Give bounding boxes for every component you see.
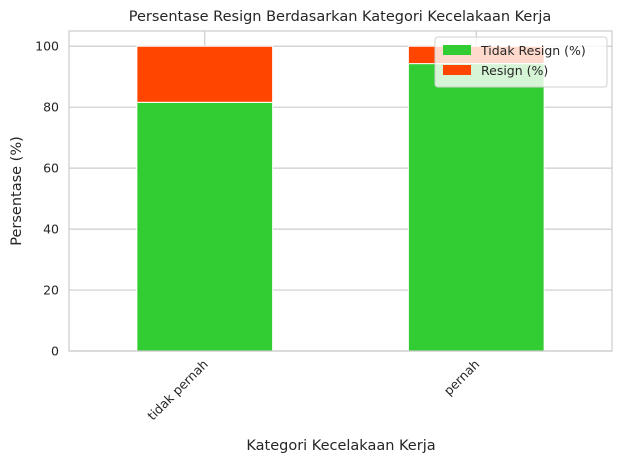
legend: Tidak Resign (%) Resign (%)	[434, 36, 608, 88]
y-tick-labels: 0 20 40 60 80 100	[35, 39, 59, 359]
bar-resign-0	[136, 45, 274, 103]
bars	[136, 45, 545, 352]
y-tick-label: 0	[51, 344, 59, 359]
legend-swatch	[443, 65, 471, 75]
x-tick-label: pernah	[441, 357, 483, 399]
bar-tidak-resign-0	[136, 101, 274, 352]
legend-swatch	[443, 45, 471, 55]
legend-label: Tidak Resign (%)	[480, 43, 586, 58]
y-tick-label: 60	[43, 161, 59, 176]
x-tick-labels: tidak pernah pernah	[144, 357, 482, 424]
bar-tidak-resign-1	[407, 63, 545, 352]
x-tick-label: tidak pernah	[144, 357, 211, 424]
x-axis-label: Kategori Kecelakaan Kerja	[246, 438, 435, 454]
y-tick-label: 80	[43, 100, 59, 115]
chart-title: Persentase Resign Berdasarkan Kategori K…	[129, 9, 551, 25]
legend-label: Resign (%)	[481, 63, 548, 78]
y-tick-label: 40	[43, 222, 59, 237]
plot-frame	[68, 30, 613, 352]
legend-box	[434, 36, 608, 88]
y-axis-label: Persentase (%)	[9, 136, 25, 246]
y-tick-label: 20	[43, 283, 59, 298]
y-tick-label: 100	[35, 39, 59, 54]
